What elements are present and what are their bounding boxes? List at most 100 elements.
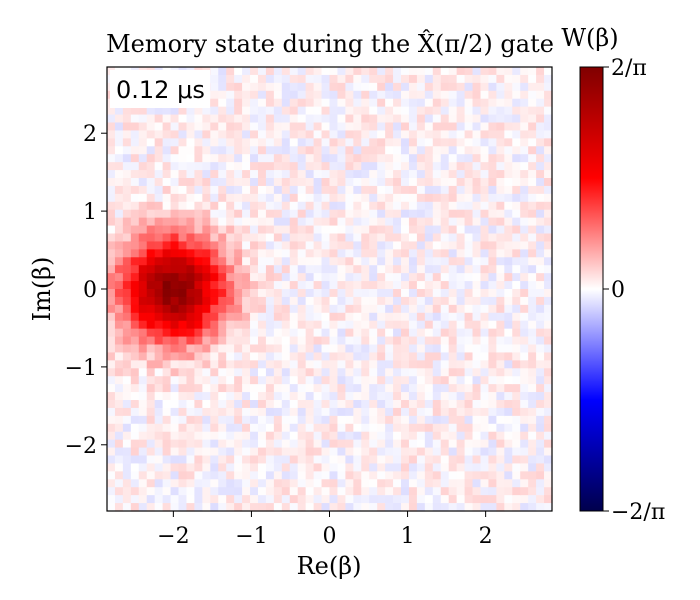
heatmap-cell <box>401 273 410 282</box>
heatmap-cell <box>520 67 529 76</box>
heatmap-cell <box>401 74 410 84</box>
heatmap-cell <box>242 74 251 84</box>
heatmap-cell <box>273 178 283 187</box>
heatmap-cell <box>504 463 513 472</box>
heatmap-cell <box>385 82 394 92</box>
heatmap-cell <box>496 431 505 441</box>
heatmap-cell <box>273 241 283 250</box>
heatmap-cell <box>250 471 259 480</box>
heatmap-cell <box>408 312 418 322</box>
heatmap-cell <box>536 185 545 195</box>
heatmap-cell <box>178 114 188 124</box>
heatmap-cell <box>464 447 474 457</box>
heatmap-cell <box>257 336 267 346</box>
heatmap-cell <box>536 392 545 401</box>
heatmap-cell <box>329 170 339 179</box>
heatmap-cell <box>337 225 346 235</box>
heatmap-cell <box>377 312 386 322</box>
heatmap-cell <box>464 344 474 354</box>
heatmap-cell <box>297 162 307 171</box>
heatmap-cell <box>456 455 466 465</box>
heatmap-cell <box>536 249 545 258</box>
heatmap-cell <box>361 360 370 369</box>
heatmap-cell <box>544 98 553 108</box>
heatmap-cell <box>464 407 474 417</box>
heatmap-cell <box>377 336 386 346</box>
heatmap-cell <box>234 138 243 147</box>
heatmap-cell <box>273 392 283 401</box>
heatmap-cell <box>170 503 180 512</box>
heatmap-cell <box>337 241 346 250</box>
heatmap-cell <box>544 82 553 92</box>
heatmap-cell <box>202 392 211 401</box>
heatmap-cell <box>170 122 180 132</box>
heatmap-cell <box>162 479 172 488</box>
heatmap-cell <box>281 368 291 377</box>
heatmap-cell <box>242 376 251 385</box>
heatmap-cell <box>504 471 513 480</box>
heatmap-cell <box>385 455 394 465</box>
heatmap-cell <box>456 376 466 385</box>
heatmap-cell <box>130 336 140 346</box>
heatmap-cell <box>162 463 172 472</box>
heatmap-cell <box>385 170 394 179</box>
heatmap-cell <box>202 114 211 124</box>
heatmap-cell <box>186 162 196 171</box>
heatmap-cell <box>401 217 410 227</box>
heatmap-cell <box>289 273 299 282</box>
heatmap-cell <box>202 146 211 155</box>
heatmap-cell <box>114 289 124 298</box>
heatmap-cell <box>448 400 458 409</box>
heatmap-cell <box>273 296 283 306</box>
heatmap-cell <box>512 82 521 92</box>
heatmap-cell <box>226 281 235 290</box>
heatmap-cell <box>138 344 148 354</box>
heatmap-cell <box>401 495 410 504</box>
heatmap-cell <box>456 146 466 155</box>
heatmap-cell <box>178 487 188 496</box>
heatmap-cell <box>250 146 259 155</box>
heatmap-cell <box>401 130 410 139</box>
heatmap-cell <box>289 439 299 449</box>
heatmap-cell <box>186 400 196 409</box>
heatmap-cell <box>178 162 188 171</box>
heatmap-cell <box>385 304 394 314</box>
heatmap-cell <box>146 423 156 433</box>
heatmap-cell <box>130 273 140 282</box>
heatmap-cell <box>337 67 346 76</box>
heatmap-cell <box>432 146 442 155</box>
heatmap-cell <box>154 479 164 488</box>
heatmap-cell <box>313 241 323 250</box>
heatmap-cell <box>289 67 299 76</box>
heatmap-cell <box>210 193 219 203</box>
heatmap-cell <box>377 82 386 92</box>
heatmap-cell <box>488 90 497 100</box>
heatmap-cell <box>114 193 124 203</box>
heatmap-cell <box>305 415 315 425</box>
heatmap-cell <box>345 495 354 504</box>
heatmap-cell <box>496 447 505 457</box>
heatmap-cell <box>329 328 339 338</box>
heatmap-cell <box>297 320 307 330</box>
heatmap-cell <box>329 368 339 377</box>
heatmap-cell <box>448 249 458 258</box>
heatmap-cell <box>154 304 164 314</box>
heatmap-cell <box>226 106 235 116</box>
heatmap-cell <box>337 98 346 108</box>
heatmap-cell <box>401 201 410 211</box>
heatmap-cell <box>170 201 180 211</box>
heatmap-cell <box>401 296 410 306</box>
heatmap-cell <box>194 312 203 322</box>
heatmap-cell <box>186 201 196 211</box>
heatmap-cell <box>393 193 402 203</box>
heatmap-cell <box>512 162 521 171</box>
heatmap-cell <box>186 122 196 132</box>
heatmap-cell <box>512 114 521 124</box>
heatmap-cell <box>337 281 346 290</box>
heatmap-cell <box>130 431 140 441</box>
heatmap-cell <box>265 273 275 282</box>
heatmap-cell <box>369 98 378 108</box>
heatmap-cell <box>289 328 299 338</box>
heatmap-cell <box>138 273 148 282</box>
heatmap-cell <box>353 162 362 171</box>
